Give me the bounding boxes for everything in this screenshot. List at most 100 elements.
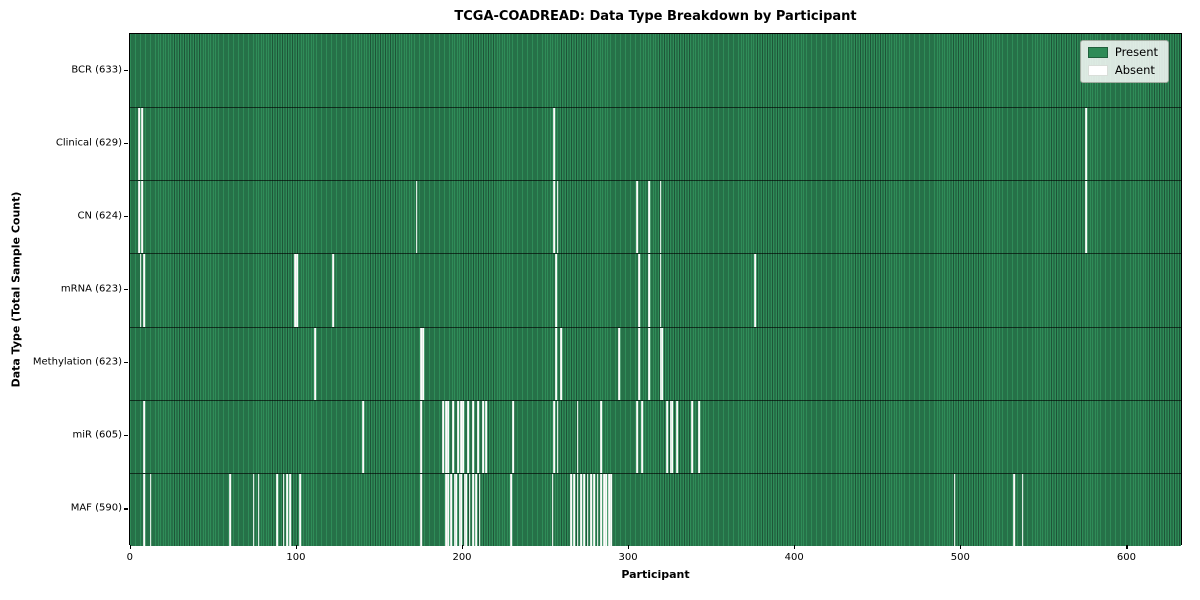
absent-marker-mrna-306	[638, 254, 640, 327]
ytick-label-bcr: BCR (633)	[71, 64, 122, 76]
absent-marker-mir-269	[576, 400, 579, 473]
absent-marker-maf-229	[510, 473, 512, 546]
absent-marker-mir-283	[600, 400, 602, 473]
heatmap-row-bcr	[130, 34, 1181, 108]
absent-marker-mir-209	[477, 400, 479, 473]
absent-marker-methylation-294	[618, 327, 620, 400]
absent-marker-maf-199	[460, 473, 463, 546]
absent-marker-maf-206	[472, 473, 474, 546]
absent-marker-maf-12	[149, 473, 152, 546]
absent-marker-clinical-255	[553, 108, 556, 181]
ytick-label-clinical: Clinical (629)	[55, 137, 122, 149]
ytick-label-methylation: Methylation (623)	[32, 356, 122, 368]
absent-marker-maf-279	[593, 473, 596, 546]
absent-marker-maf-88	[276, 473, 278, 546]
absent-marker-cn-575	[1084, 181, 1087, 254]
absent-marker-mir-200	[462, 400, 464, 473]
absent-marker-mrna-122	[332, 254, 335, 327]
absent-marker-maf-281	[596, 473, 599, 546]
absent-marker-maf-204	[468, 473, 471, 546]
absent-marker-mrna-376	[754, 254, 757, 327]
absent-marker-cn-5	[138, 181, 140, 254]
absent-marker-mrna-8	[143, 254, 145, 327]
absent-marker-maf-196	[455, 473, 458, 546]
absent-marker-mrna-99	[294, 254, 297, 327]
legend-swatch-present-icon	[1087, 47, 1108, 59]
absent-marker-methylation-312	[648, 327, 650, 400]
xtick-label-400: 400	[784, 552, 804, 563]
absent-marker-maf-175	[420, 473, 423, 546]
absent-marker-clinical-575	[1084, 108, 1087, 181]
absent-marker-maf-267	[573, 473, 576, 546]
absent-marker-methylation-256	[555, 327, 557, 400]
absent-marker-mir-190	[445, 400, 448, 473]
xtick-mark	[628, 545, 630, 549]
legend: Present Absent	[1079, 40, 1169, 83]
legend-item-present: Present	[1087, 45, 1158, 59]
absent-marker-maf-190	[445, 473, 448, 546]
absent-marker-mir-338	[691, 400, 694, 473]
absent-marker-maf-283	[600, 473, 602, 546]
ytick-label-mir: miR (605)	[72, 429, 122, 441]
absent-marker-mir-323	[666, 400, 669, 473]
ytick-mark	[124, 362, 128, 364]
absent-marker-maf-265	[570, 473, 572, 546]
absent-marker-cn-305	[636, 181, 639, 254]
absent-marker-maf-195	[453, 473, 456, 546]
absent-marker-maf-537	[1021, 473, 1024, 546]
xtick-mark	[1126, 545, 1128, 549]
legend-item-absent: Absent	[1087, 64, 1158, 77]
heatmap-row-mir	[130, 399, 1181, 473]
xtick-mark	[960, 545, 962, 549]
heatmap-row-mrna	[130, 253, 1181, 327]
absent-marker-mrna-6	[139, 254, 142, 327]
legend-label-present: Present	[1114, 45, 1158, 59]
xtick-mark	[295, 545, 298, 549]
absent-marker-maf-271	[580, 473, 582, 546]
ytick-mark	[124, 142, 128, 144]
xtick-label-200: 200	[452, 552, 472, 563]
heatmap-row-methylation	[130, 326, 1181, 400]
absent-marker-maf-288	[608, 473, 610, 546]
xtick-label-0: 0	[126, 552, 133, 563]
absent-marker-maf-289	[609, 473, 612, 546]
absent-marker-mir-329	[676, 400, 679, 473]
absent-marker-cn-255	[553, 181, 556, 254]
ytick-mark	[124, 289, 128, 291]
absent-marker-mrna-319	[659, 254, 662, 327]
absent-marker-maf-273	[583, 473, 586, 546]
absent-marker-cn-172	[415, 181, 418, 254]
absent-marker-maf-77	[257, 473, 260, 546]
absent-marker-mir-326	[671, 400, 674, 473]
absent-marker-mir-191	[447, 400, 449, 473]
absent-marker-mir-199	[460, 400, 463, 473]
absent-marker-mrna-312	[648, 254, 650, 327]
absent-marker-cn-312	[648, 181, 650, 254]
absent-marker-maf-198	[458, 473, 461, 546]
absent-marker-methylation-259	[560, 327, 562, 400]
xtick-mark	[794, 545, 796, 549]
ytick-mark	[124, 508, 128, 510]
xtick-mark	[129, 545, 131, 549]
absent-marker-maf-8	[143, 473, 145, 546]
legend-swatch-absent-icon	[1087, 64, 1108, 76]
absent-marker-clinical-7	[141, 108, 144, 181]
absent-marker-cn-319	[659, 181, 662, 254]
absent-marker-mir-8	[143, 400, 145, 473]
absent-marker-mir-206	[472, 400, 474, 473]
absent-marker-mir-140	[362, 400, 365, 473]
ytick-mark	[124, 69, 128, 71]
absent-marker-maf-202	[465, 473, 468, 546]
absent-marker-maf-254	[551, 473, 554, 546]
xtick-label-300: 300	[618, 552, 638, 563]
plot-area: Present Absent	[129, 33, 1182, 546]
xtick-label-600: 600	[1116, 552, 1136, 563]
ytick-label-mrna: mRNA (623)	[60, 283, 122, 295]
absent-marker-maf-94	[286, 473, 288, 546]
absent-marker-maf-96	[289, 473, 292, 546]
absent-marker-maf-286	[604, 473, 607, 546]
heatmap-row-clinical	[130, 107, 1181, 181]
heatmap-row-maf	[130, 472, 1181, 546]
absent-marker-maf-193	[450, 473, 453, 546]
